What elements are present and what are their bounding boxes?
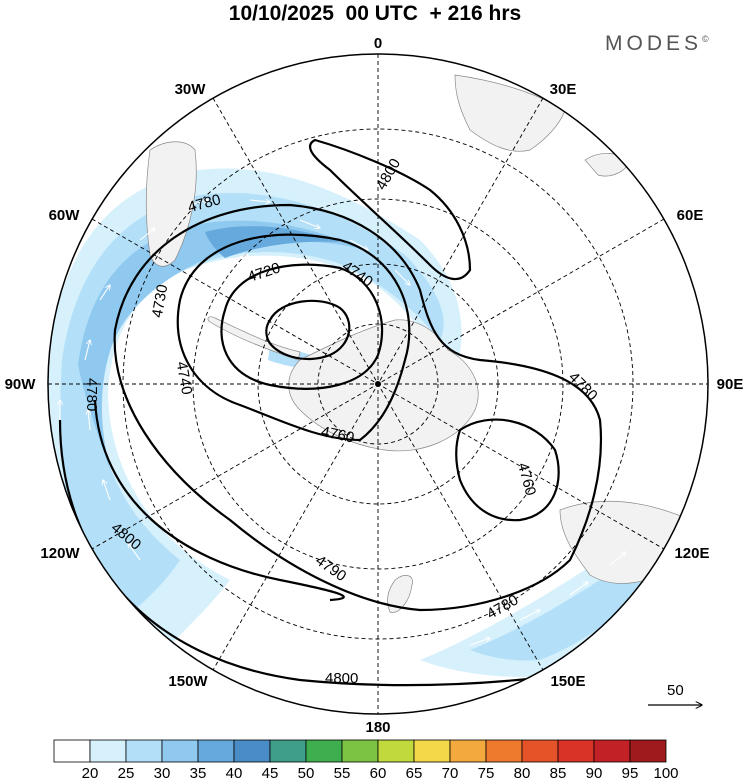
colorbar-swatch <box>521 739 559 763</box>
contour-label: 4760 <box>514 461 539 498</box>
colorbar-swatch <box>197 739 235 763</box>
contour-label: 4800 <box>325 670 358 687</box>
madagascar <box>584 153 631 177</box>
colorbar-tick-label: 30 <box>154 765 171 782</box>
contour-label: 4760 <box>320 423 356 447</box>
contour-4760 <box>176 233 411 442</box>
contour-4780 <box>113 203 603 612</box>
contour-4760-east <box>455 418 560 522</box>
colorbar-tick-label: 20 <box>82 765 99 782</box>
colorbar-tick-label: 75 <box>478 765 495 782</box>
colorbar-swatch <box>485 739 523 763</box>
colorbar-swatch <box>305 739 343 763</box>
lon-label-120e: 120E <box>674 545 709 562</box>
map-boundary <box>47 53 709 715</box>
contour-label: 4800 <box>373 156 404 193</box>
lon-label-60w: 60W <box>49 207 81 224</box>
lon-label-180: 180 <box>365 719 390 736</box>
new-zealand <box>387 575 413 613</box>
lon-label-90w: 90W <box>5 376 37 393</box>
wind-reference-label: 50 <box>667 682 684 699</box>
modes-logo: MODES© <box>605 32 709 56</box>
longitude-labels: 0 30E 60E 90E 120E 150E 180 150W 120W 90… <box>5 35 744 736</box>
colorbar-swatch <box>629 739 667 763</box>
contour-label: 4730 <box>149 283 172 319</box>
colorbar-tick-label: 90 <box>586 765 603 782</box>
wind-reference-vector: 50 <box>648 682 702 705</box>
colorbar-swatch <box>233 739 271 763</box>
colorbar-tick-label: 50 <box>298 765 315 782</box>
contour-label: 4780 <box>83 378 100 411</box>
contour-label: 4780 <box>565 369 601 405</box>
colorbar-swatch <box>557 739 595 763</box>
contour-4740 <box>220 263 384 390</box>
map-disc: 4800 4780 4760 4740 4720 4740 4730 4760 … <box>48 54 708 714</box>
colorbar-swatch <box>161 739 199 763</box>
contour-label: 4720 <box>245 259 282 285</box>
colorbar: 20 25 30 35 40 45 50 55 60 65 70 75 80 85 90 95 100 <box>53 739 679 782</box>
contour-label: 4740 <box>173 360 196 396</box>
lon-label-60e: 60E <box>677 207 704 224</box>
contour-label: 4790 <box>312 552 349 585</box>
colorbar-tick-label: 100 <box>653 765 678 782</box>
colorbar-swatch <box>593 739 631 763</box>
colorbar-tick-label: 60 <box>370 765 387 782</box>
contour-4790 <box>93 399 345 602</box>
colorbar-tick-label: 40 <box>226 765 243 782</box>
colorbar-swatch <box>377 739 415 763</box>
wind-vectors <box>60 200 626 646</box>
colorbar-tick-label: 80 <box>514 765 531 782</box>
pole-marker <box>375 381 381 387</box>
south-america <box>145 141 197 267</box>
colorbar-tick-label: 95 <box>622 765 639 782</box>
land-masses <box>145 74 691 613</box>
colorbar-swatch <box>53 739 91 763</box>
brand-text: MODES <box>605 32 703 55</box>
lon-label-150w: 150W <box>168 673 208 690</box>
lon-label-30e: 30E <box>550 81 577 98</box>
colorbar-tick-label: 25 <box>118 765 135 782</box>
colorbar-swatch <box>449 739 487 763</box>
colorbar-swatch <box>125 739 163 763</box>
copyright-mark: © <box>702 34 709 44</box>
colorbar-swatch <box>341 739 379 763</box>
lon-label-0: 0 <box>374 35 382 52</box>
contour-4720 <box>265 299 351 360</box>
colorbar-swatch <box>89 739 127 763</box>
lon-label-30w: 30W <box>175 81 207 98</box>
australia <box>559 500 691 584</box>
colorbar-swatch <box>413 739 451 763</box>
colorbar-swatch <box>269 739 307 763</box>
lon-label-90e: 90E <box>717 376 744 393</box>
lon-label-150e: 150E <box>550 673 585 690</box>
map-title: 10/10/2025 00 UTC + 216 hrs <box>228 2 522 25</box>
colorbar-tick-label: 45 <box>262 765 279 782</box>
contour-4800-ne <box>308 138 472 281</box>
lon-label-120w: 120W <box>40 545 80 562</box>
colorbar-tick-label: 85 <box>550 765 567 782</box>
colorbar-tick-label: 70 <box>442 765 459 782</box>
africa <box>454 74 566 152</box>
colorbar-tick-label: 55 <box>334 765 351 782</box>
colorbar-tick-label: 35 <box>190 765 207 782</box>
colorbar-tick-label: 65 <box>406 765 423 782</box>
